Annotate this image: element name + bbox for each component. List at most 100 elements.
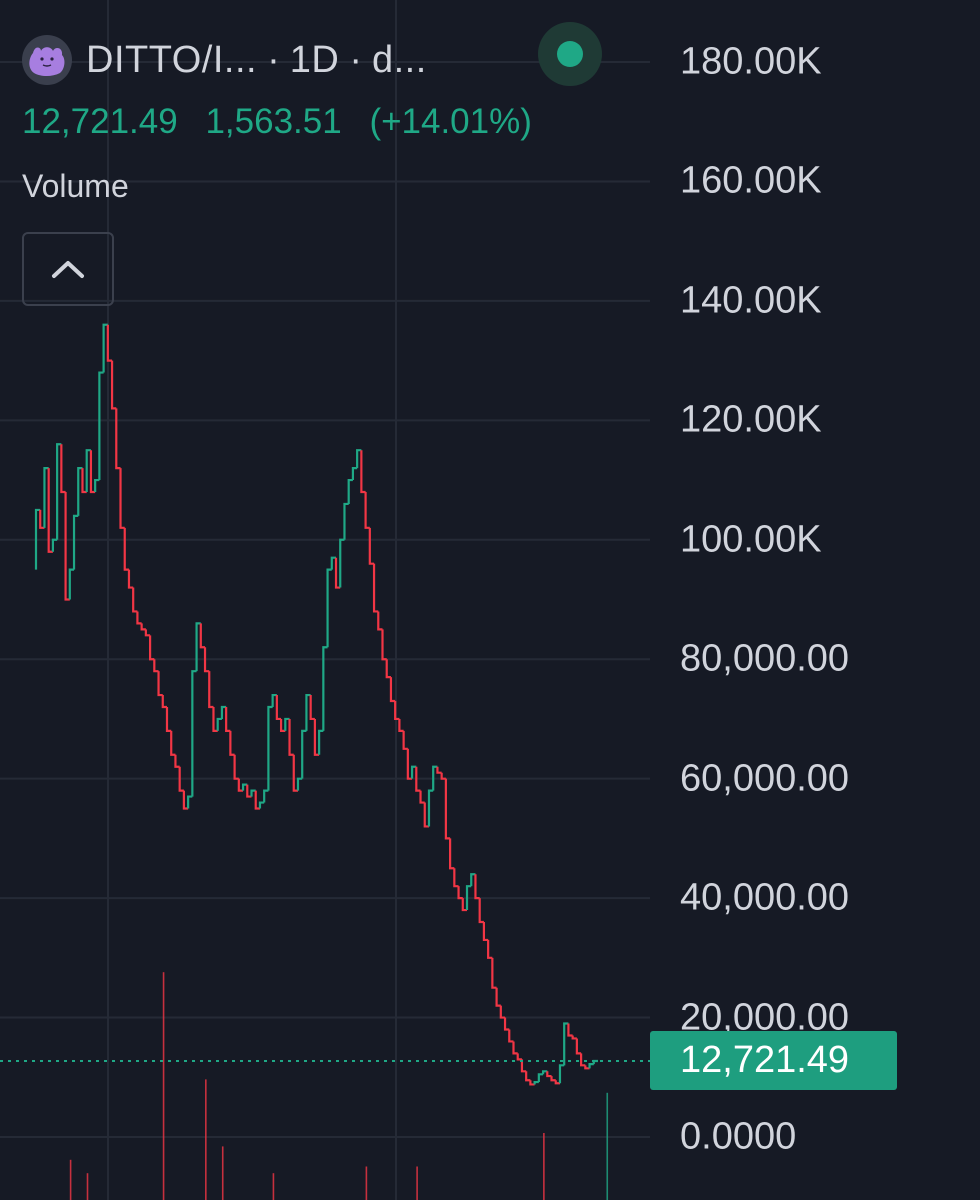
price-segment — [537, 1073, 544, 1083]
price-segment — [43, 467, 49, 528]
price-segment — [499, 1005, 506, 1019]
market-open-dot-icon — [557, 41, 583, 67]
price-segment — [487, 939, 493, 959]
price-segment — [110, 360, 117, 410]
price-segment — [309, 695, 315, 721]
price-segment — [563, 1022, 569, 1066]
interval-label[interactable]: 1D — [289, 38, 340, 81]
price-segment — [385, 659, 391, 679]
ditto-logo-icon — [22, 35, 72, 85]
price-segment — [68, 568, 75, 600]
price-segment — [94, 478, 100, 492]
price-segment — [470, 873, 476, 887]
price-segment — [178, 766, 184, 792]
price-segment — [465, 885, 472, 911]
price-segment — [351, 467, 358, 481]
price-segment — [512, 1041, 518, 1055]
volume-bar — [365, 1166, 368, 1200]
price-segment — [343, 502, 349, 540]
price-segment — [377, 611, 383, 631]
price-segment — [106, 324, 113, 362]
price-segment — [461, 898, 468, 912]
collapse-indicators-button[interactable] — [22, 232, 114, 306]
price-segment — [136, 611, 142, 625]
y-tick-label: 140.00K — [680, 279, 822, 322]
price-segment — [258, 801, 265, 809]
y-tick-label: 120.00K — [680, 398, 822, 441]
last-price-badge: 12,721.49 — [650, 1031, 897, 1090]
price-segment — [72, 514, 79, 570]
price-segment — [305, 693, 311, 731]
price-segment — [436, 766, 442, 774]
price-segment — [267, 705, 273, 791]
price-segment — [525, 1071, 531, 1082]
price-segment — [394, 701, 400, 721]
chart-header: DITTO/I... · 1D · d... — [22, 30, 427, 90]
volume-bar — [162, 972, 165, 1200]
symbol-name[interactable]: DITTO/I... — [86, 38, 258, 81]
price-segment — [415, 766, 421, 792]
price-segment — [237, 778, 244, 792]
price-segment — [119, 468, 125, 529]
price-segment — [170, 730, 176, 756]
price-segment — [389, 677, 396, 703]
price-segment — [398, 718, 404, 732]
price-segment — [495, 987, 501, 1007]
price-segment — [233, 754, 239, 780]
price-segment — [427, 789, 434, 827]
last-price-value: 12,721.49 — [22, 102, 178, 141]
price-segment — [368, 527, 375, 565]
y-tick-label: 180.00K — [680, 40, 822, 83]
y-tick-label: 60,000.00 — [680, 757, 850, 800]
volume-bar — [69, 1159, 72, 1200]
change-value: 1,563.51 — [205, 102, 342, 141]
price-segment — [216, 717, 222, 731]
price-segment — [508, 1029, 514, 1043]
y-tick-label: 80,000.00 — [680, 637, 850, 680]
volume-bar — [272, 1173, 275, 1200]
header-separator: · — [349, 38, 362, 81]
header-separator: · — [267, 38, 280, 81]
price-segment — [208, 671, 214, 709]
price-segment — [115, 408, 121, 470]
price-segment — [77, 467, 83, 516]
price-segment — [571, 1035, 577, 1040]
price-segment — [326, 568, 332, 648]
price-segment — [533, 1080, 539, 1085]
price-segment — [132, 587, 138, 613]
price-segment — [263, 789, 269, 803]
price-segment — [102, 323, 108, 373]
price-segment — [288, 718, 294, 756]
price-segment — [432, 765, 438, 791]
price-segment — [161, 695, 167, 709]
price-segment — [453, 868, 459, 888]
volume-bar — [86, 1173, 89, 1200]
price-segment — [360, 450, 366, 494]
change-percent: (+14.01%) — [369, 102, 532, 141]
price-segment — [546, 1071, 552, 1078]
price-segment — [482, 922, 489, 942]
volume-bar — [221, 1146, 224, 1200]
price-segment — [144, 629, 151, 637]
price-segment — [330, 556, 337, 570]
source-label[interactable]: d... — [371, 38, 427, 81]
price-segment — [541, 1070, 548, 1075]
price-segment — [165, 707, 172, 732]
price-segment — [520, 1059, 527, 1073]
price-segment — [89, 450, 96, 494]
price-segment — [279, 718, 286, 732]
price-segment — [229, 730, 235, 756]
volume-indicator-label[interactable]: Volume — [22, 168, 129, 204]
price-segment — [364, 492, 370, 529]
price-segment — [444, 778, 451, 840]
y-tick-label: 160.00K — [680, 159, 822, 202]
price-segment — [402, 730, 408, 750]
y-tick-label: 0.0000 — [680, 1115, 797, 1158]
market-status[interactable] — [538, 22, 602, 86]
price-segment — [148, 635, 155, 661]
price-segment — [410, 765, 417, 779]
price-segment — [301, 729, 307, 779]
price-segment — [579, 1053, 586, 1067]
price-segment — [51, 538, 58, 552]
